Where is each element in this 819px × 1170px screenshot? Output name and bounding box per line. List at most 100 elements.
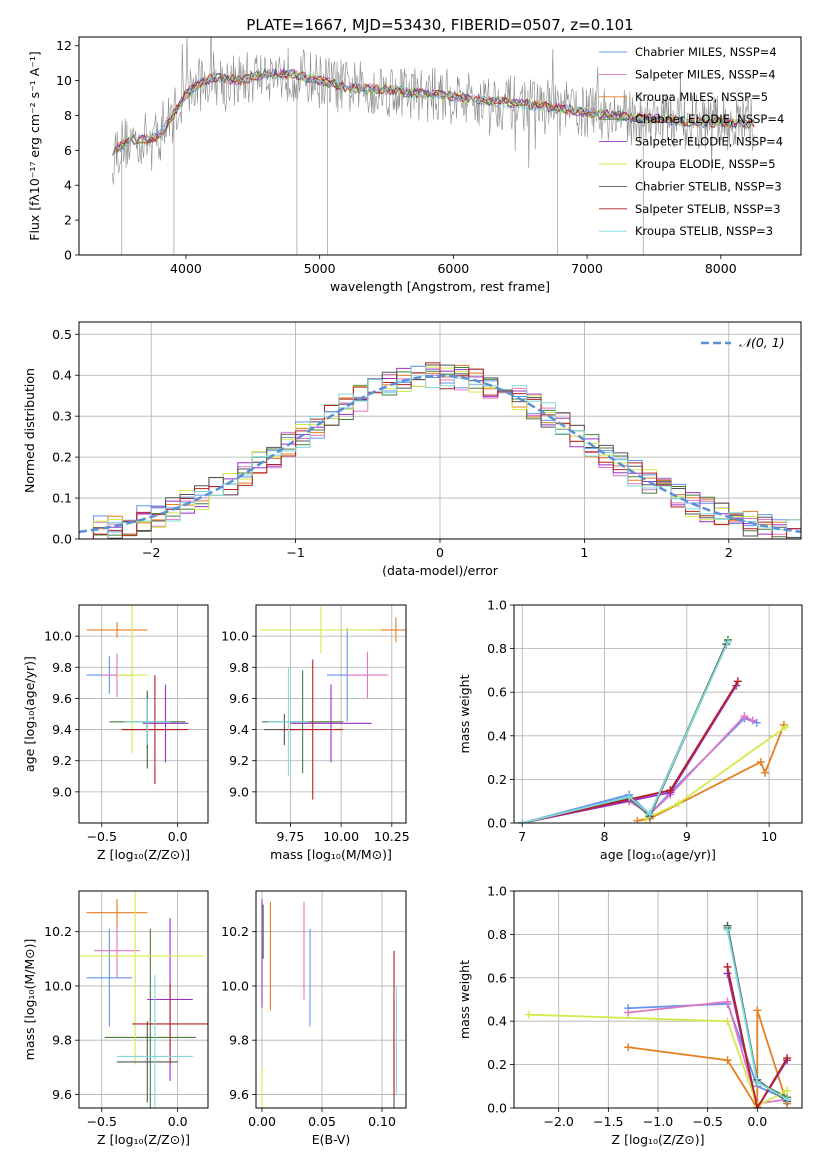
- plot-area: [256, 891, 406, 1108]
- legend-entry: Salpeter MILES, NSSP=4: [635, 67, 776, 81]
- y-tick-label: 9.0: [52, 784, 72, 799]
- x-tick-label: 5000: [304, 261, 336, 276]
- y-tick-label: 12: [56, 38, 72, 53]
- x-tick-label: 8: [601, 829, 609, 844]
- series-marker: [624, 1008, 633, 1017]
- x-tick-label: 1: [580, 545, 588, 560]
- legend-entry: Kroupa ELODIE, NSSP=5: [635, 157, 776, 171]
- series-marker: [524, 1010, 533, 1019]
- y-tick-label: 0.6: [487, 685, 507, 700]
- x-axis-label: Z [log₁₀(Z/Z⊙)]: [97, 847, 190, 862]
- y-tick-label: 0.8: [487, 927, 507, 942]
- y-tick-label: 9.6: [229, 1087, 249, 1102]
- y-tick-label: 0.0: [487, 816, 507, 831]
- x-tick-label: 0.0: [747, 1114, 767, 1129]
- y-tick-label: 0.2: [487, 772, 507, 787]
- legend-entry: Salpeter ELODIE, NSSP=4: [635, 135, 783, 149]
- model-spectrum-line: [111, 68, 755, 156]
- y-axis-label: Normed distribution: [22, 368, 37, 493]
- series-marker: [674, 799, 683, 808]
- axes-frame: [255, 890, 407, 1109]
- plot-area: [79, 605, 208, 823]
- gaussian-reference-curve: [79, 374, 801, 534]
- x-tick-label: 6000: [437, 261, 469, 276]
- series-marker: [748, 716, 757, 725]
- y-tick-label: 4: [64, 178, 72, 193]
- series-line: [522, 715, 754, 823]
- panel-mass-vs-EBV: 0.00 0.05 0.10 9.6 9.8 10.0 10.2 E(B-V): [221, 890, 407, 1147]
- y-tick-label: 0.5: [52, 327, 72, 342]
- y-tick-label: 0.8: [487, 641, 507, 656]
- x-axis-label: E(B-V): [312, 1132, 351, 1147]
- series-marker: [723, 962, 732, 971]
- series-marker: [723, 926, 732, 935]
- panel-mass-weight-vs-age: 7 8 9 10 0.0 0.2 0.4 0.6 0.8 1.0 age [log₁₀(age/yr…: [457, 598, 803, 862]
- x-tick-label: −0.5: [87, 829, 117, 844]
- x-tick-label: 0.0: [168, 1114, 188, 1129]
- x-tick-label: −2.0: [544, 1114, 574, 1129]
- series-marker: [723, 1017, 732, 1026]
- x-tick-label: −0.5: [87, 1114, 117, 1129]
- y-tick-label: 0.0: [52, 532, 72, 547]
- y-tick-label: 0.4: [52, 368, 72, 383]
- y-tick-label: 1.0: [487, 884, 507, 899]
- y-tick-label: 0.2: [52, 450, 72, 465]
- y-axis-label: Flux [fλ10⁻¹⁷ erg cm⁻² s⁻¹ A⁻¹]: [27, 51, 42, 240]
- x-axis-label: (data-model)/error: [382, 563, 499, 578]
- series-marker: [633, 816, 642, 823]
- series-line: [528, 1013, 788, 1108]
- series-marker: [723, 638, 732, 647]
- legend-entry: Chabrier ELODIE, NSSP=4: [635, 112, 784, 126]
- y-axis-label: mass weight: [457, 960, 472, 1039]
- series-marker: [752, 718, 761, 727]
- series-marker: [641, 814, 650, 823]
- x-tick-label: −0.5: [692, 1114, 722, 1129]
- y-tick-label: 9.8: [229, 1033, 249, 1048]
- x-tick-label: 0.00: [248, 1114, 276, 1129]
- x-tick-label: 4000: [170, 261, 202, 276]
- x-tick-label: −1.5: [593, 1114, 623, 1129]
- y-tick-label: 10.0: [221, 629, 249, 644]
- x-tick-label: 7: [518, 829, 526, 844]
- model-spectrum-line: [111, 67, 755, 156]
- axes-frame: [78, 321, 802, 540]
- y-tick-label: 10.2: [44, 924, 72, 939]
- x-axis-label: Z [log₁₀(Z/Z⊙)]: [97, 1132, 190, 1147]
- y-tick-label: 10.0: [44, 629, 72, 644]
- x-tick-label: 10.25: [374, 829, 410, 844]
- series-line: [726, 966, 788, 1108]
- axes-frame: [78, 604, 209, 824]
- x-tick-label: 0: [436, 545, 444, 560]
- y-tick-label: 0.6: [487, 970, 507, 985]
- y-tick-label: 0: [64, 248, 72, 263]
- series-marker: [753, 1006, 762, 1015]
- x-tick-label: 8000: [705, 261, 737, 276]
- panel-age-vs-Z: −0.5 0.0 9.0 9.2 9.4 9.6 9.8 10.0 Z [log₁₀(Z/Z⊙)…: [22, 604, 209, 862]
- legend-entry: Salpeter STELIB, NSSP=3: [635, 202, 781, 216]
- y-tick-label: 9.4: [52, 722, 72, 737]
- x-tick-label: 9: [683, 829, 691, 844]
- y-tick-label: 10.2: [221, 924, 249, 939]
- x-tick-label: 0.05: [308, 1114, 336, 1129]
- series-marker: [783, 1054, 792, 1063]
- series-marker: [753, 1077, 762, 1086]
- x-axis-label: wavelength [Angstrom, rest frame]: [330, 279, 550, 294]
- y-tick-label: 10.0: [221, 978, 249, 993]
- x-tick-label: 2: [725, 545, 733, 560]
- y-tick-label: 10: [56, 73, 72, 88]
- x-axis-label: Z [log₁₀(Z/Z⊙)]: [612, 1132, 705, 1147]
- axes-frame: [78, 36, 802, 256]
- series-marker: [624, 1043, 633, 1052]
- series-marker: [753, 1104, 762, 1108]
- y-tick-label: 1.0: [487, 598, 507, 613]
- series-line: [628, 1000, 788, 1105]
- figure-title: PLATE=1667, MJD=53430, FIBERID=0507, z=0…: [246, 16, 633, 34]
- y-axis-label: mass weight: [457, 674, 472, 753]
- x-tick-label: −1: [286, 545, 304, 560]
- series-marker: [733, 677, 742, 686]
- y-tick-label: 0.4: [487, 1014, 507, 1029]
- series-marker: [666, 786, 675, 795]
- plot-area: [111, 37, 755, 255]
- y-tick-label: 8: [64, 108, 72, 123]
- x-axis-label: age [log₁₀(age/yr)]: [600, 847, 716, 862]
